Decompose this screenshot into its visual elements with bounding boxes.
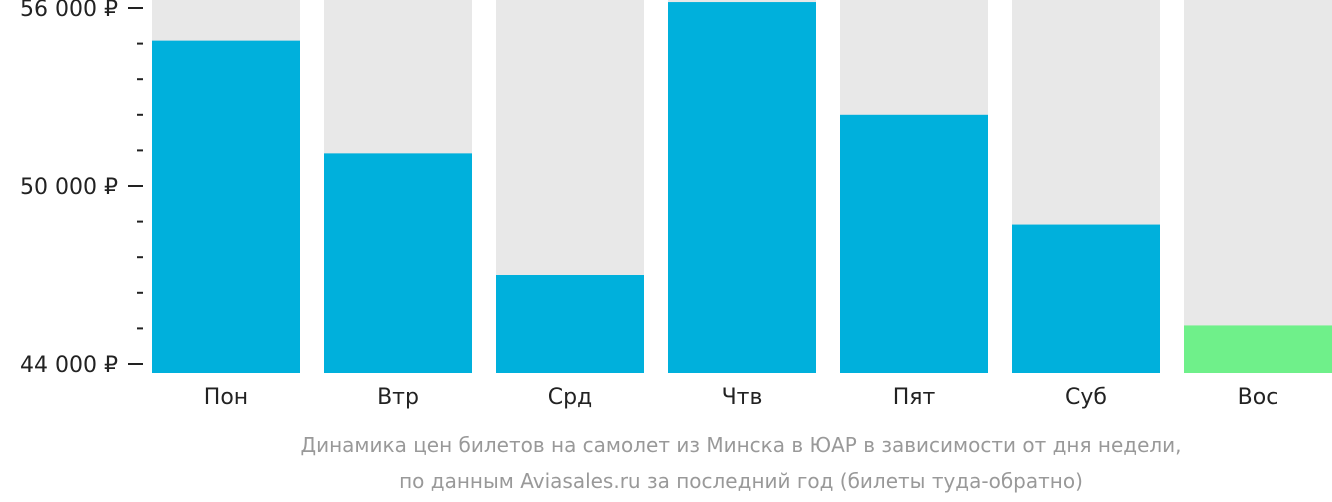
- bar-4: [840, 114, 988, 374]
- chart-caption-line-1: Динамика цен билетов на самолет из Минск…: [300, 433, 1182, 457]
- x-tick-label-4: Пят: [893, 385, 936, 410]
- x-tick-label-1: Втр: [377, 385, 419, 410]
- bar-3: [668, 2, 816, 373]
- x-axis-labels: Пон Втр Срд Чтв Пят Суб Вос: [204, 385, 1279, 410]
- x-tick-label-0: Пон: [204, 385, 248, 410]
- bar-0: [152, 40, 300, 374]
- x-tick-label-5: Суб: [1065, 385, 1107, 410]
- y-tick-label-1: 50 000 ₽: [20, 175, 118, 200]
- bar-6: [1184, 325, 1332, 373]
- bar-2: [496, 275, 644, 373]
- price-by-weekday-chart: 56 000 ₽ 50 000 ₽ 44 000 ₽ Пон Втр Срд Чтв Пят…: [20, 0, 1332, 410]
- bars: [152, 2, 1332, 374]
- y-tick-label-2: 44 000 ₽: [20, 353, 118, 378]
- bar-5: [1012, 224, 1160, 373]
- y-axis: 56 000 ₽ 50 000 ₽ 44 000 ₽: [20, 0, 143, 378]
- chart-caption-line-2: по данным Aviasales.ru за последний год …: [399, 469, 1083, 493]
- bar-track-6: [1184, 0, 1332, 373]
- y-tick-label-0: 56 000 ₽: [20, 0, 118, 22]
- x-tick-label-3: Чтв: [722, 385, 763, 410]
- x-tick-label-2: Срд: [548, 385, 593, 410]
- x-tick-label-6: Вос: [1238, 385, 1279, 410]
- bar-1: [324, 153, 472, 373]
